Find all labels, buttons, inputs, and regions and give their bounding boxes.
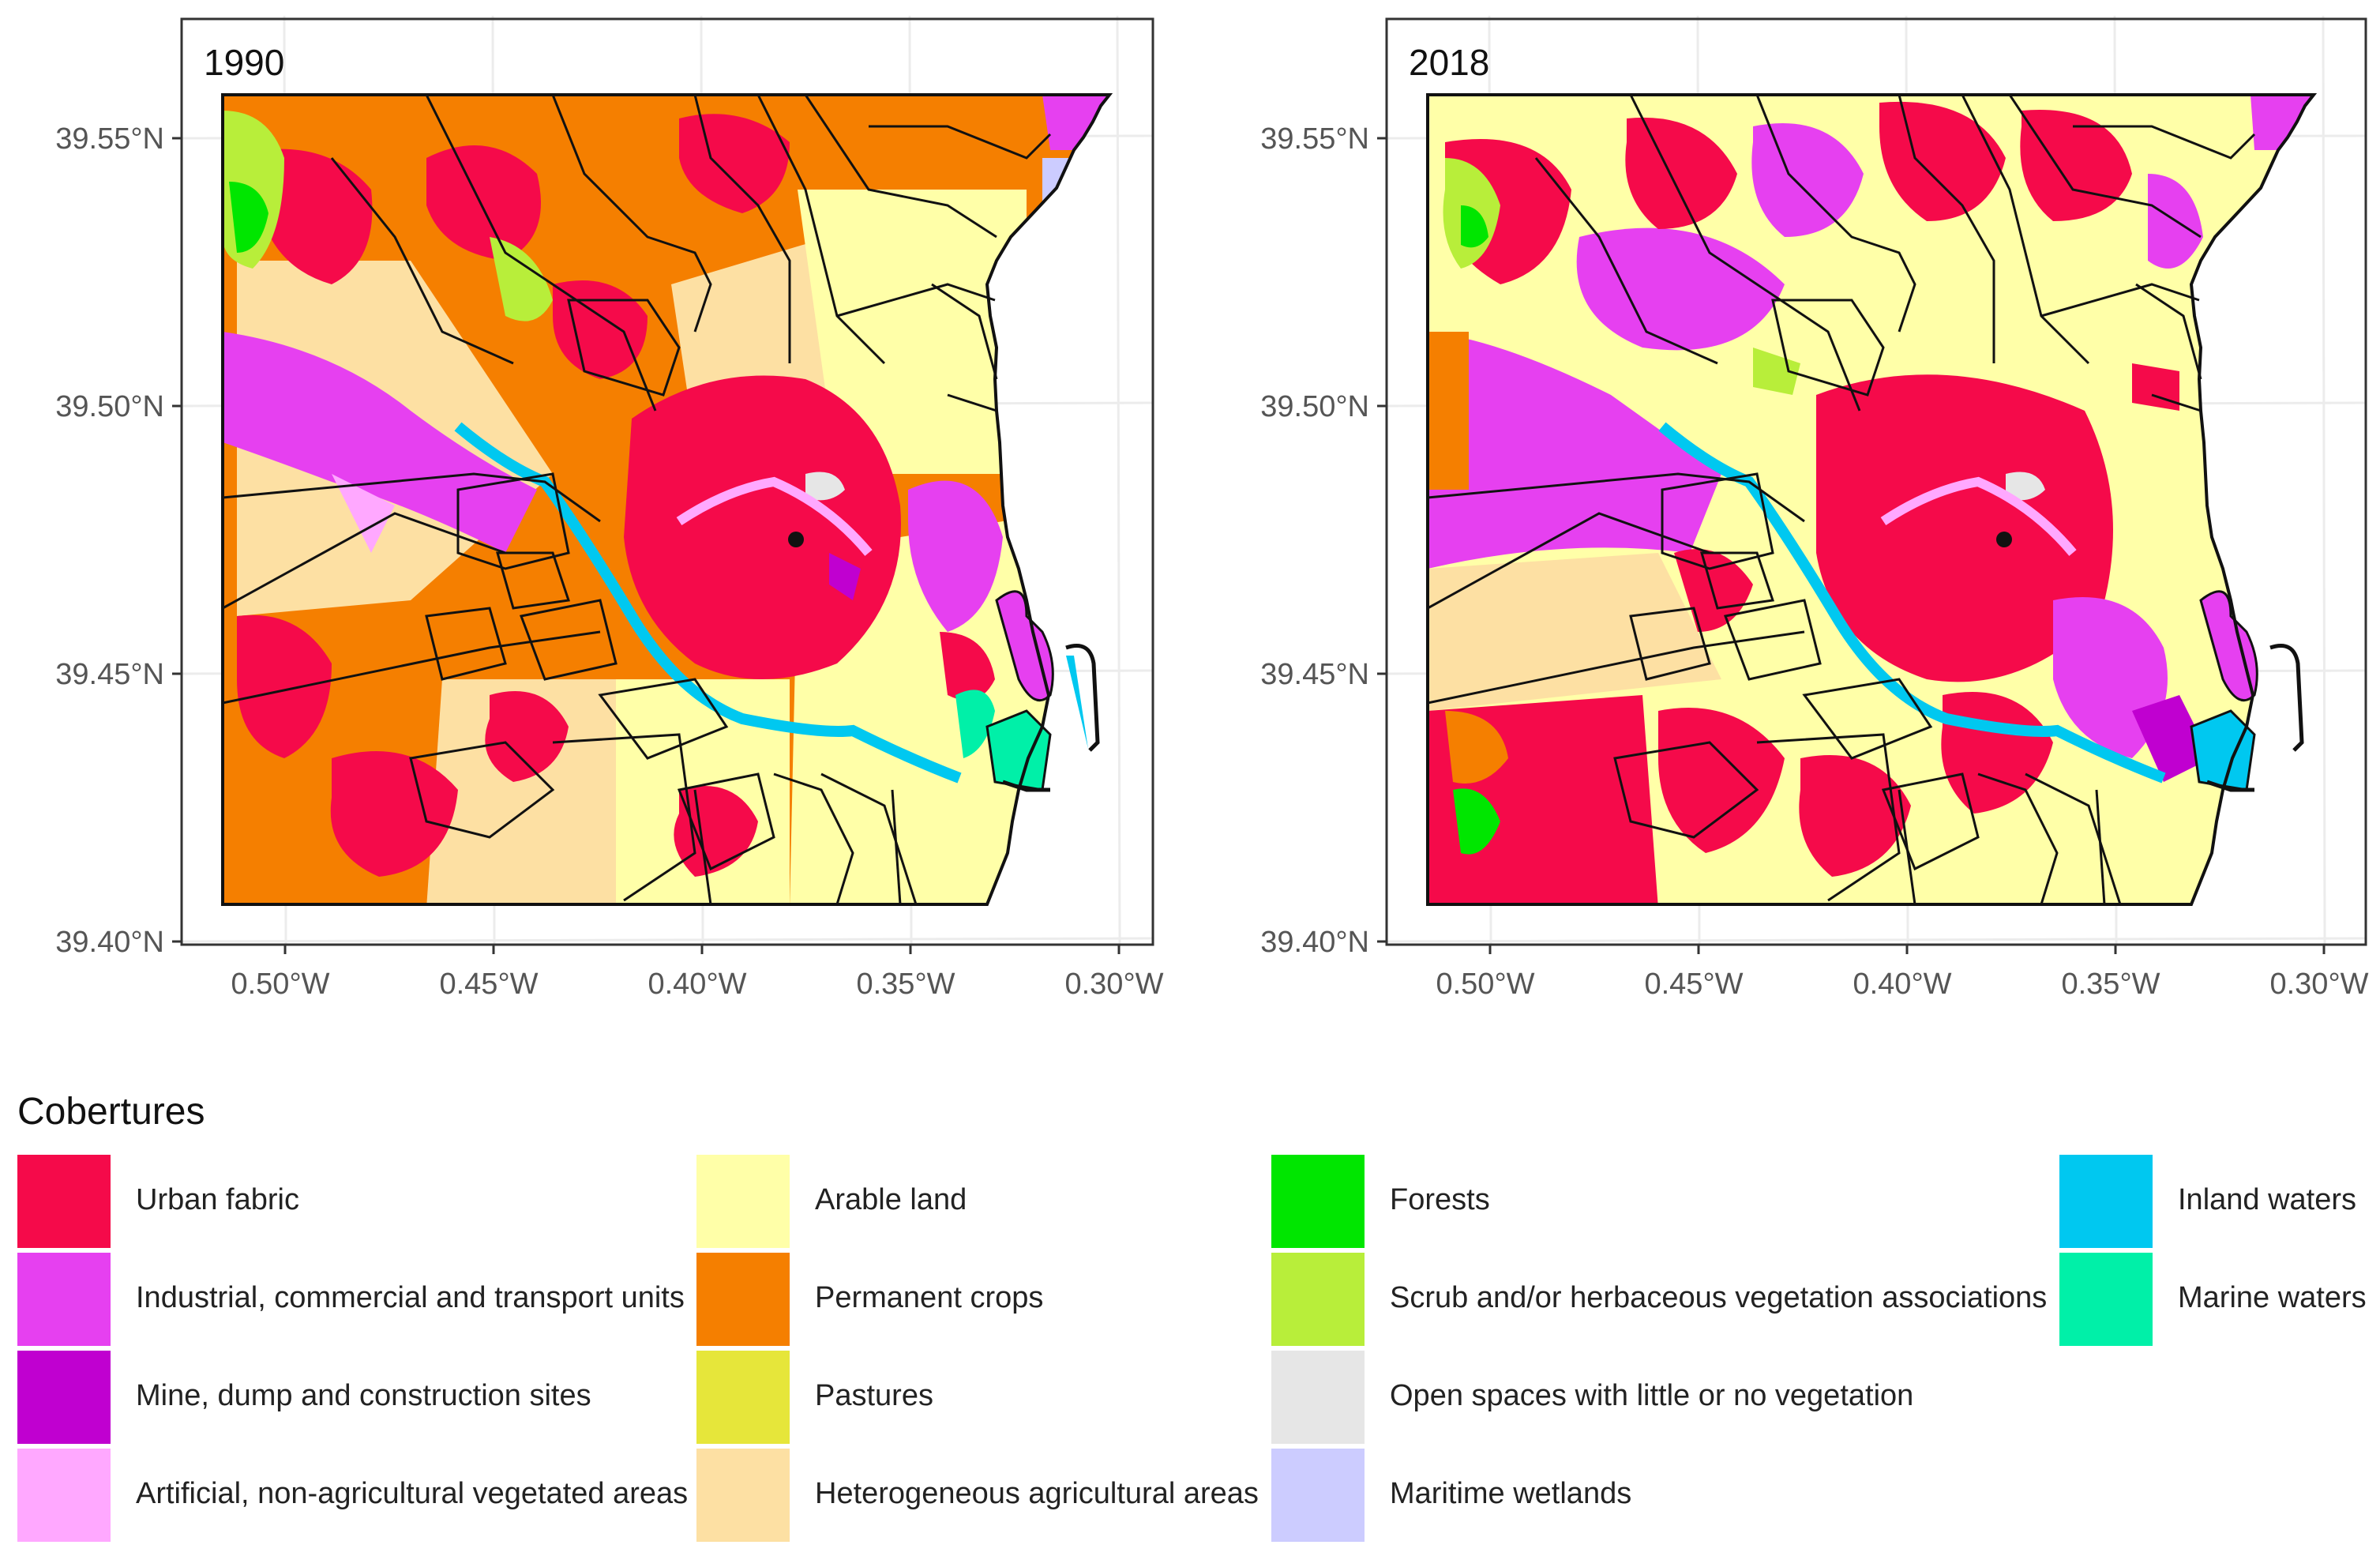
legend-label: Scrub and/or herbaceous vegetation assoc… (1390, 1281, 2048, 1314)
legend-label: Marine waters (2178, 1281, 2367, 1314)
y-tick-label: 39.50°N (1260, 390, 1369, 423)
x-tick-label: 0.40°W (648, 968, 746, 1001)
legend-item: Marine waters (2059, 1250, 2375, 1347)
legend-swatch (17, 1155, 111, 1248)
legend-label: Mine, dump and construction sites (136, 1379, 591, 1412)
x-tick-label: 0.35°W (856, 968, 955, 1001)
legend-label: Urban fabric (136, 1183, 299, 1216)
legend-swatch (696, 1449, 790, 1542)
legend: Cobertures Urban fabric Industrial, comm… (17, 1090, 2378, 1548)
legend-item: Artificial, non-agricultural vegetated a… (17, 1445, 712, 1543)
legend-item: Heterogeneous agricultural areas (696, 1445, 1391, 1543)
y-tick-label: 39.45°N (55, 658, 164, 691)
legend-swatch (696, 1155, 790, 1248)
y-tick-label: 39.50°N (55, 390, 164, 423)
land-cover-2018 (1428, 95, 2314, 904)
x-tick-label: 0.40°W (1853, 968, 1951, 1001)
legend-item: Arable land (696, 1152, 1391, 1250)
legend-swatch (1271, 1155, 1365, 1248)
x-tick-label: 0.35°W (2061, 968, 2160, 1001)
legend-label: Open spaces with little or no vegetation (1390, 1379, 1914, 1412)
y-tick-label: 39.55°N (55, 122, 164, 156)
study-area-outline-2018 (1426, 93, 2318, 906)
legend-swatch (696, 1351, 790, 1444)
legend-swatch (1271, 1253, 1365, 1346)
district-boundaries-2018 (1427, 94, 2256, 905)
legend-label: Inland waters (2178, 1183, 2357, 1216)
legend-label: Forests (1390, 1183, 1490, 1216)
city-centre-marker-2018 (1996, 532, 2012, 547)
x-tick-label: 0.30°W (1064, 968, 1163, 1001)
map-panel-1990: 1990 39.55°N 39.50°N 39.45°N 39.40°N 0.5… (55, 15, 1164, 1001)
legend-swatch (2059, 1253, 2153, 1346)
legend-swatch (17, 1449, 111, 1542)
city-centre-marker-1990 (788, 532, 804, 547)
legend-label: Pastures (815, 1379, 933, 1412)
legend-item: Industrial, commercial and transport uni… (17, 1250, 712, 1347)
legend-item: Mine, dump and construction sites (17, 1347, 712, 1445)
x-tick-label: 0.45°W (439, 968, 538, 1001)
panel-frame (180, 17, 1154, 946)
legend-label: Maritime wetlands (1390, 1477, 1632, 1510)
panel-label-2018: 2018 (1409, 42, 1489, 83)
legend-label: Permanent crops (815, 1281, 1044, 1314)
map-panel-2018: 2018 39.55°N 39.50°N 39.45°N 39.40°N 0.5… (1260, 15, 2369, 1001)
legend-title: Cobertures (17, 1091, 205, 1133)
y-tick-label: 39.40°N (55, 926, 164, 959)
legend-swatch (696, 1253, 790, 1346)
legend-label: Arable land (815, 1183, 967, 1216)
y-tick-label: 39.45°N (1260, 658, 1369, 691)
legend-item: Inland waters (2059, 1152, 2375, 1250)
legend-label: Artificial, non-agricultural vegetated a… (136, 1477, 689, 1510)
panel-label-1990: 1990 (204, 42, 284, 83)
legend-item: Pastures (696, 1347, 1391, 1445)
study-area-outline-1990 (221, 93, 1113, 906)
land-cover-1990 (223, 95, 1109, 904)
legend-swatch (2059, 1155, 2153, 1248)
legend-swatch (17, 1253, 111, 1346)
y-tick-label: 39.40°N (1260, 926, 1369, 959)
x-tick-label: 0.30°W (2269, 968, 2368, 1001)
legend-swatch (1271, 1449, 1365, 1542)
panel-frame (1385, 17, 2367, 946)
x-tick-label: 0.45°W (1644, 968, 1743, 1001)
x-tick-label: 0.50°W (231, 968, 329, 1001)
legend-item: Maritime wetlands (1271, 1445, 1966, 1543)
legend-label: Heterogeneous agricultural areas (815, 1477, 1259, 1510)
legend-item: Forests (1271, 1152, 1966, 1250)
y-tick-label: 39.55°N (1260, 122, 1369, 156)
legend-label: Industrial, commercial and transport uni… (136, 1281, 685, 1314)
legend-item: Urban fabric (17, 1152, 712, 1250)
legend-swatch (1271, 1351, 1365, 1444)
legend-item: Open spaces with little or no vegetation (1271, 1347, 1966, 1445)
x-tick-label: 0.50°W (1436, 968, 1534, 1001)
district-boundaries-1990 (222, 94, 1052, 905)
legend-item: Scrub and/or herbaceous vegetation assoc… (1271, 1250, 2047, 1347)
legend-item: Permanent crops (696, 1250, 1391, 1347)
legend-swatch (17, 1351, 111, 1444)
